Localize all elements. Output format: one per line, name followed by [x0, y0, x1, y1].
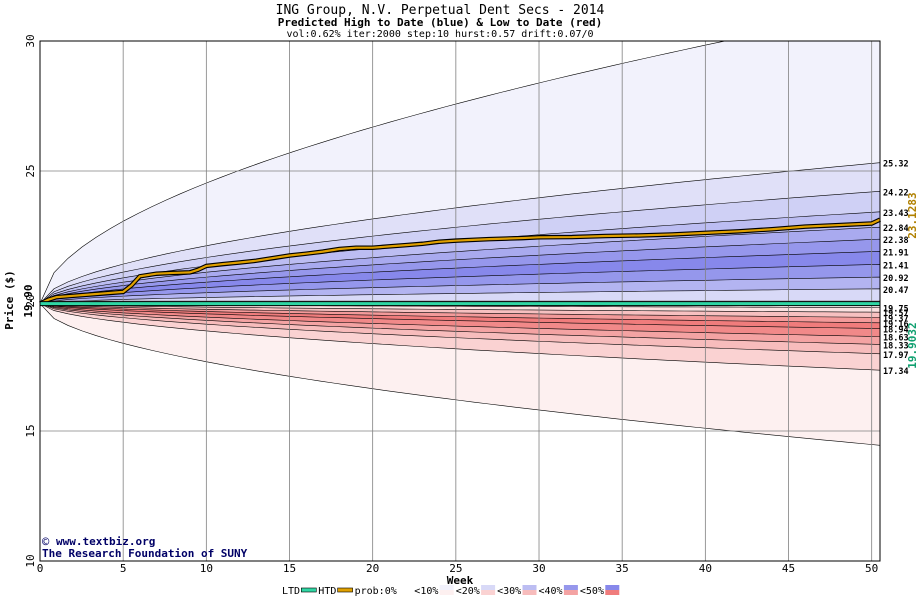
legend-lower-swatch-7 — [605, 590, 620, 595]
lower-band-label-1: 17.34 — [883, 367, 909, 377]
x-tick-label-5: 5 — [120, 562, 127, 575]
htd-end-label: 23.1283 — [906, 192, 919, 238]
y-tick-label-25: 25 — [24, 164, 37, 177]
lower-band-label-5: 18.94 — [883, 326, 909, 336]
chart-subtitle: Predicted High to Date (blue) & Low to D… — [278, 16, 603, 29]
lower-band-label-4: 18.63 — [883, 334, 909, 344]
y-tick-label-10: 10 — [24, 554, 37, 567]
watermark-url: www.textbiz.org — [56, 535, 155, 548]
x-axis-label: Week — [447, 574, 474, 587]
legend-upper-swatch-4 — [481, 585, 496, 590]
upper-band-label-1: 25.32 — [883, 160, 909, 170]
legend: LTD HTD prob:0% <10% <20% <30% <40% <50% — [282, 585, 620, 597]
upper-band-label-9: 20.47 — [883, 286, 909, 296]
ltd-end-label: 19.9032 — [906, 322, 919, 368]
y-tick-label-30: 30 — [24, 34, 37, 47]
legend-lower-swatch-2 — [398, 590, 413, 595]
y-axis-label: Price ($) — [3, 270, 16, 330]
legend-label-6: <40% — [539, 586, 563, 597]
legend-label-0: LTD — [282, 586, 300, 597]
y-tick-label-20: 20 — [24, 294, 37, 307]
lower-band-label-8: 19.57 — [883, 309, 909, 319]
htd-line — [39, 218, 881, 305]
x-tick-label-10: 10 — [200, 562, 213, 575]
x-tick-label-45: 45 — [782, 562, 795, 575]
legend-label-4: <20% — [456, 586, 480, 597]
legend-lower-swatch-6 — [563, 590, 578, 595]
band-end-labels: 25.32 24.22 23.43 22.84 22.38 21.91 21.41 20.92… — [883, 160, 909, 377]
x-tick-label-30: 30 — [532, 562, 545, 575]
lower-band-label-9: 19.75 — [883, 305, 909, 315]
upper-band-label-6: 21.91 — [883, 248, 909, 258]
legend-upper-swatch-5 — [522, 585, 537, 590]
x-axis-ticks: 0 5 10 15 20 25 30 35 40 45 50 — [37, 562, 879, 575]
y-tick-label-15: 15 — [24, 424, 37, 437]
lower-band-label-3: 18.33 — [883, 341, 909, 351]
legend-label-7: <50% — [580, 586, 604, 597]
legend-label-2: prob:0% — [355, 586, 397, 597]
upper-band-label-7: 21.41 — [883, 261, 909, 271]
legend-lower-swatch-3 — [439, 590, 454, 595]
legend-lower-swatch-4 — [481, 590, 496, 595]
upper-band-label-2: 24.22 — [883, 188, 909, 198]
legend-upper-swatch-2 — [398, 585, 413, 590]
chart-params: vol:0.62% iter:2000 step:10 hurst:0.57 d… — [286, 29, 593, 40]
legend-upper-swatch-3 — [439, 585, 454, 590]
lower-band-label-2: 17.97 — [883, 351, 909, 361]
x-tick-label-25: 25 — [449, 562, 462, 575]
legend-line-swatch-0 — [300, 587, 317, 593]
y-axis-ticks: 10 15 20 25 30 — [24, 34, 37, 567]
x-tick-label-40: 40 — [699, 562, 712, 575]
x-tick-label-15: 15 — [283, 562, 296, 575]
chart-title: ING Group, N.V. Perpetual Dent Secs - 20… — [276, 3, 605, 18]
x-tick-label-20: 20 — [366, 562, 379, 575]
legend-line-swatch-1 — [337, 587, 353, 593]
legend-label-5: <30% — [497, 586, 521, 597]
grid-lines — [40, 41, 880, 561]
upper-band-label-8: 20.92 — [883, 274, 909, 284]
lower-band-label-6: 19.16 — [883, 320, 909, 330]
upper-band-9 — [40, 288, 880, 304]
upper-band-label-3: 23.43 — [883, 209, 909, 219]
legend-upper-swatch-6 — [563, 585, 578, 590]
x-tick-label-50: 50 — [865, 562, 878, 575]
lower-band-label-7: 19.37 — [883, 314, 909, 324]
x-tick-label-0: 0 — [37, 562, 44, 575]
upper-band-label-5: 22.38 — [883, 236, 909, 246]
start-price-label: 19.90 — [22, 284, 35, 317]
legend-lower-swatch-5 — [522, 590, 537, 595]
probability-bands — [40, 41, 880, 446]
legend-upper-swatch-7 — [605, 585, 620, 590]
watermark-org: The Research Foundation of SUNY — [42, 547, 248, 560]
legend-label-3: <10% — [414, 586, 438, 597]
plot-frame — [39, 40, 881, 562]
series-lines — [39, 217, 881, 307]
upper-band-label-4: 22.84 — [883, 224, 909, 234]
watermark-copyright-icon: © — [42, 535, 50, 549]
legend-label-1: HTD — [318, 586, 336, 597]
x-tick-label-35: 35 — [616, 562, 629, 575]
